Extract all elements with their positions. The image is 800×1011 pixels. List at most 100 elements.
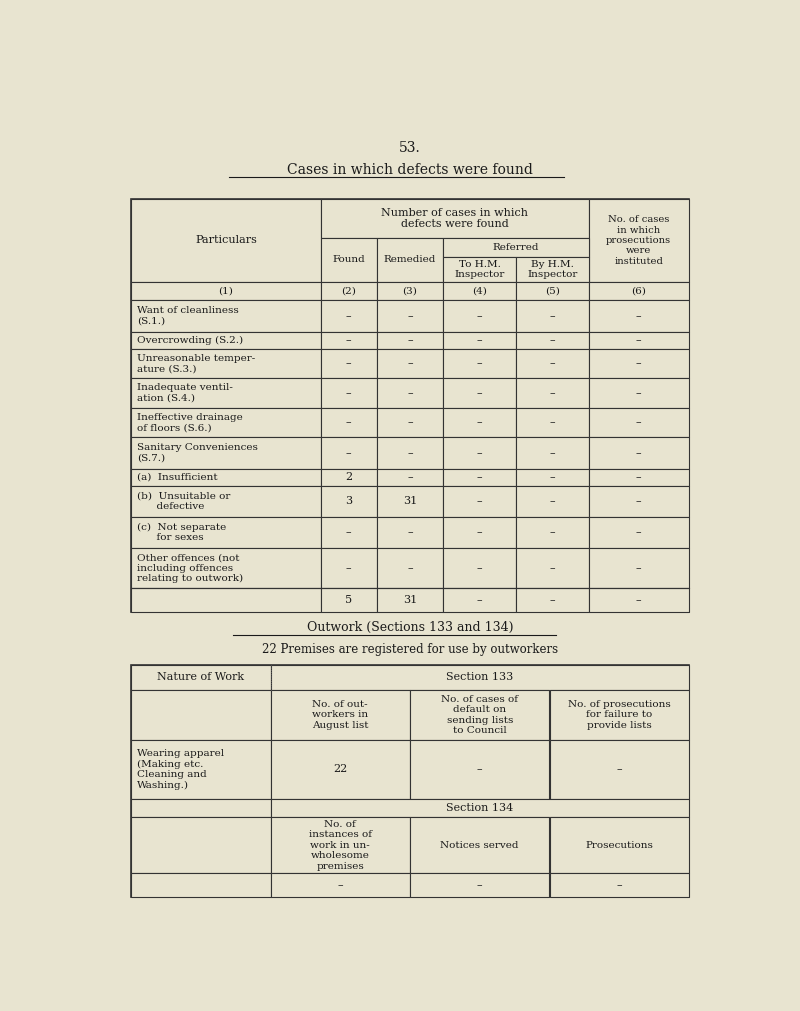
- Text: Prosecutions: Prosecutions: [586, 841, 653, 850]
- Bar: [377, 517, 443, 548]
- Bar: [516, 468, 589, 485]
- Bar: [516, 300, 589, 332]
- Text: –: –: [550, 388, 555, 398]
- Bar: [131, 664, 689, 897]
- Bar: [270, 874, 410, 897]
- Bar: [131, 438, 321, 468]
- Text: –: –: [407, 388, 413, 398]
- Text: –: –: [477, 528, 482, 538]
- Bar: [270, 799, 689, 817]
- Bar: [270, 664, 689, 690]
- Bar: [131, 332, 321, 349]
- Text: –: –: [346, 335, 351, 345]
- Bar: [131, 817, 270, 874]
- Bar: [410, 690, 550, 740]
- Bar: [377, 438, 443, 468]
- Bar: [377, 282, 443, 300]
- Bar: [443, 485, 516, 517]
- Bar: [377, 548, 443, 588]
- Text: –: –: [550, 496, 555, 507]
- Text: –: –: [407, 472, 413, 482]
- Bar: [321, 407, 377, 438]
- Text: No. of out-
workers in
August list: No. of out- workers in August list: [312, 700, 369, 730]
- Text: –: –: [477, 418, 482, 428]
- Bar: [131, 300, 321, 332]
- Text: Nature of Work: Nature of Work: [157, 672, 244, 682]
- Text: Section 134: Section 134: [446, 803, 514, 813]
- Text: –: –: [550, 595, 555, 605]
- Bar: [321, 378, 377, 407]
- Bar: [516, 257, 589, 282]
- Bar: [321, 332, 377, 349]
- Text: –: –: [407, 418, 413, 428]
- Text: Section 133: Section 133: [446, 672, 514, 682]
- Text: –: –: [477, 496, 482, 507]
- Bar: [321, 548, 377, 588]
- Text: (4): (4): [472, 286, 487, 295]
- Text: Unreasonable temper-
ature (S.3.): Unreasonable temper- ature (S.3.): [138, 354, 255, 373]
- Bar: [131, 282, 321, 300]
- Text: –: –: [407, 528, 413, 538]
- Bar: [443, 407, 516, 438]
- Bar: [443, 257, 516, 282]
- Bar: [131, 468, 321, 485]
- Bar: [377, 349, 443, 378]
- Bar: [377, 468, 443, 485]
- Text: Want of cleanliness
(S.1.): Want of cleanliness (S.1.): [138, 306, 239, 326]
- Bar: [321, 238, 377, 282]
- Bar: [589, 485, 689, 517]
- Bar: [443, 588, 516, 612]
- Text: 22 Premises are registered for use by outworkers: 22 Premises are registered for use by ou…: [262, 643, 558, 655]
- Bar: [131, 517, 321, 548]
- Text: 31: 31: [403, 595, 417, 605]
- Text: Inadequate ventil-
ation (S.4.): Inadequate ventil- ation (S.4.): [138, 383, 233, 402]
- Bar: [410, 874, 550, 897]
- Text: –: –: [407, 311, 413, 320]
- Bar: [377, 300, 443, 332]
- Bar: [443, 468, 516, 485]
- Bar: [589, 199, 689, 282]
- Text: –: –: [477, 472, 482, 482]
- Bar: [443, 517, 516, 548]
- Text: Other offences (not
including offences
relating to outwork): Other offences (not including offences r…: [138, 553, 243, 583]
- Text: –: –: [550, 528, 555, 538]
- Bar: [321, 438, 377, 468]
- Text: –: –: [636, 448, 642, 458]
- Text: –: –: [346, 528, 351, 538]
- Text: By H.M.
Inspector: By H.M. Inspector: [527, 260, 578, 279]
- Text: –: –: [346, 311, 351, 320]
- Text: –: –: [636, 335, 642, 345]
- Text: –: –: [477, 448, 482, 458]
- Bar: [516, 485, 589, 517]
- Bar: [131, 874, 270, 897]
- Text: –: –: [550, 563, 555, 573]
- Text: Notices served: Notices served: [441, 841, 519, 850]
- Bar: [589, 588, 689, 612]
- Text: –: –: [477, 388, 482, 398]
- Text: –: –: [636, 359, 642, 368]
- Text: –: –: [550, 335, 555, 345]
- Bar: [443, 438, 516, 468]
- Bar: [443, 548, 516, 588]
- Bar: [589, 349, 689, 378]
- Bar: [131, 199, 689, 612]
- Text: –: –: [477, 335, 482, 345]
- Text: –: –: [550, 311, 555, 320]
- Bar: [131, 740, 270, 799]
- Text: –: –: [636, 563, 642, 573]
- Bar: [131, 588, 321, 612]
- Text: To H.M.
Inspector: To H.M. Inspector: [454, 260, 505, 279]
- Text: (3): (3): [402, 286, 418, 295]
- Bar: [550, 690, 689, 740]
- Text: –: –: [477, 764, 482, 774]
- Text: No. of
instances of
work in un-
wholesome
premises: No. of instances of work in un- wholesom…: [309, 820, 372, 870]
- Text: –: –: [346, 388, 351, 398]
- Text: 3: 3: [345, 496, 352, 507]
- Bar: [550, 740, 689, 799]
- Text: Remedied: Remedied: [384, 256, 436, 265]
- Text: –: –: [550, 472, 555, 482]
- Text: (b)  Unsuitable or
      defective: (b) Unsuitable or defective: [138, 491, 230, 511]
- Bar: [589, 282, 689, 300]
- Text: –: –: [338, 880, 343, 890]
- Bar: [321, 588, 377, 612]
